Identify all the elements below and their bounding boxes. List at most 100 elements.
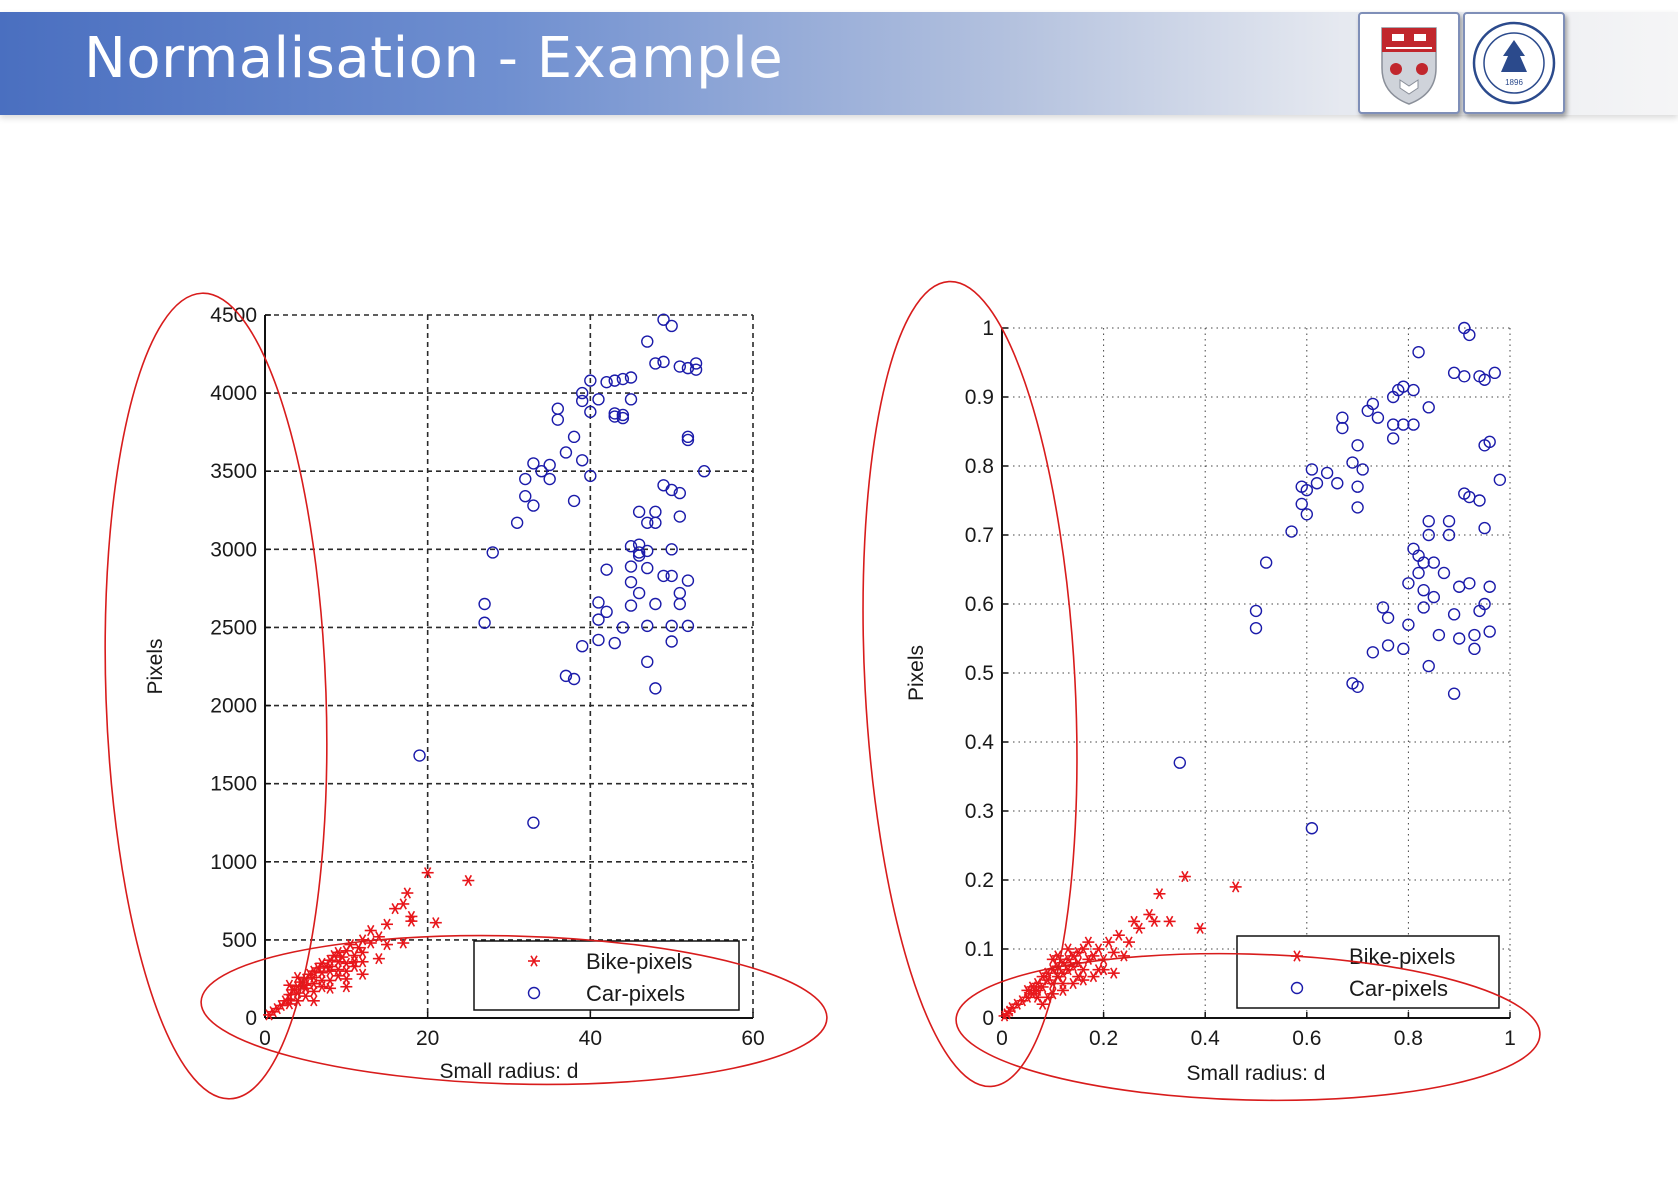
car-point xyxy=(673,510,686,523)
asterisk-stroke xyxy=(383,918,391,930)
car-point xyxy=(649,357,662,370)
car-point xyxy=(681,574,695,587)
car-point xyxy=(551,402,564,415)
bike-point xyxy=(1128,915,1141,928)
bike-point xyxy=(291,971,304,984)
car-point xyxy=(649,516,662,529)
asterisk-stroke xyxy=(310,978,318,990)
bike-point xyxy=(401,887,414,899)
y-tick-label: 4500 xyxy=(210,304,257,327)
car-point xyxy=(1478,597,1491,611)
asterisk-stroke xyxy=(1064,943,1072,955)
asterisk-stroke xyxy=(1110,967,1118,979)
chart-left: 0 20 40 60 0 500 1000 1500 2000 2500 3000 3500 4000 4… xyxy=(144,304,765,1083)
y-tick-label: 1500 xyxy=(210,773,257,796)
car-point xyxy=(600,563,613,576)
car-point xyxy=(616,408,630,422)
x-tick-label: 60 xyxy=(741,1027,764,1050)
bike-point xyxy=(1143,908,1156,921)
bike-point xyxy=(1077,943,1090,955)
asterisk-stroke xyxy=(1150,915,1159,928)
bike-point xyxy=(1092,943,1105,955)
car-point xyxy=(1458,370,1471,383)
car-point xyxy=(624,371,638,384)
car-point xyxy=(1305,822,1319,835)
bike-point xyxy=(1178,870,1191,883)
bike-point xyxy=(462,874,475,887)
bike-point xyxy=(275,999,288,1012)
x-tick-label: 0.4 xyxy=(1191,1027,1221,1050)
bike-point xyxy=(1046,953,1059,965)
car-point xyxy=(567,494,581,508)
car-point xyxy=(641,544,654,558)
bike-point xyxy=(332,946,345,959)
bike-point xyxy=(1082,936,1095,948)
asterisk-stroke xyxy=(367,924,375,937)
car-point xyxy=(1300,483,1314,497)
bike-point xyxy=(1117,950,1130,962)
car-point xyxy=(1422,528,1435,542)
bike-point xyxy=(1036,981,1049,993)
car-point xyxy=(478,616,491,629)
asterisk-stroke xyxy=(350,956,359,968)
asterisk-stroke xyxy=(1094,943,1103,955)
car-point xyxy=(1366,646,1380,659)
y-tick-label: 3500 xyxy=(210,460,257,483)
car-point xyxy=(624,599,638,612)
car-point xyxy=(527,499,540,512)
asterisk-stroke xyxy=(423,867,432,879)
car-point xyxy=(1447,608,1461,621)
car-point xyxy=(632,546,646,559)
car-point xyxy=(673,486,686,500)
car-point xyxy=(673,597,686,611)
asterisk-stroke xyxy=(285,993,294,1005)
car-point xyxy=(1417,601,1430,614)
asterisk-stroke xyxy=(1049,977,1057,990)
asterisk-stroke xyxy=(399,898,407,910)
y-tick-label: 1000 xyxy=(210,851,257,874)
asterisk-stroke xyxy=(1049,953,1057,965)
bike-point xyxy=(356,934,369,946)
car-point xyxy=(1386,432,1400,445)
asterisk-stroke xyxy=(346,938,355,951)
car-point xyxy=(592,596,605,609)
car-point xyxy=(1447,366,1461,380)
bike-point xyxy=(1031,991,1044,1003)
car-point xyxy=(641,619,654,633)
asterisk-stroke xyxy=(326,965,334,977)
asterisk-stroke xyxy=(1110,946,1118,959)
car-point xyxy=(1427,590,1441,604)
car-point xyxy=(632,538,646,551)
car-point xyxy=(551,413,564,426)
asterisk-stroke xyxy=(1104,936,1113,948)
asterisk-stroke xyxy=(1079,964,1087,976)
car-point xyxy=(559,669,573,683)
bike-point xyxy=(307,995,320,1007)
x-tick-label: 0.8 xyxy=(1394,1027,1423,1050)
bike-point xyxy=(307,978,320,990)
bike-point xyxy=(421,867,434,879)
bike-point xyxy=(1107,967,1120,979)
legend-label: Bike-pixels xyxy=(1349,944,1455,969)
car-point xyxy=(1351,680,1364,693)
bike-point xyxy=(1229,881,1242,893)
asterisk-stroke xyxy=(310,995,318,1007)
y-axis-label: Pixels xyxy=(905,645,928,701)
bike-point xyxy=(1087,970,1100,983)
asterisk-stroke xyxy=(1094,964,1103,976)
car-point xyxy=(1397,380,1410,393)
car-point xyxy=(1351,480,1364,493)
x-tick-label: 0.2 xyxy=(1089,1027,1118,1050)
car-point xyxy=(592,613,605,626)
y-tick-label: 0.4 xyxy=(965,731,995,754)
car-point xyxy=(681,619,695,633)
car-point xyxy=(1397,418,1410,431)
car-point xyxy=(1407,383,1420,397)
y-tick-label: 0.8 xyxy=(965,455,994,478)
car-point xyxy=(1422,659,1435,673)
bike-point xyxy=(348,960,361,973)
car-point xyxy=(543,472,556,486)
bike-point xyxy=(356,968,369,980)
legend-label: Bike-pixels xyxy=(586,949,692,974)
